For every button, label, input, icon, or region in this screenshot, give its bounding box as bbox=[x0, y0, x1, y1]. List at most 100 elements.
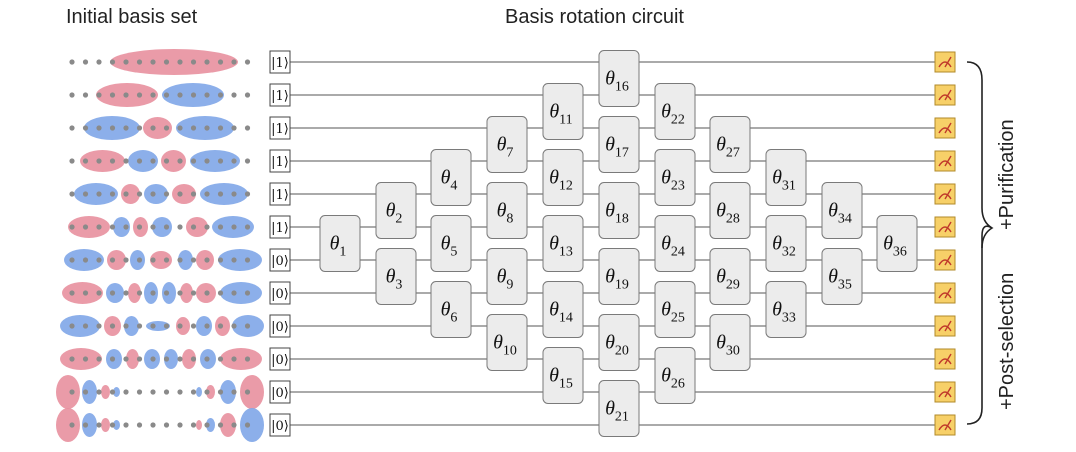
basis-orbital bbox=[69, 49, 251, 75]
gate-label: θ2 bbox=[386, 200, 403, 227]
rotation-gate: θ15 bbox=[542, 347, 584, 404]
gate-label: θ8 bbox=[497, 200, 514, 227]
gate-label: θ27 bbox=[716, 134, 740, 161]
input-ket: |1⟩ bbox=[269, 149, 291, 173]
rotation-gate: θ32 bbox=[765, 215, 807, 272]
ket-label: |1⟩ bbox=[271, 155, 289, 170]
gate-label: θ15 bbox=[549, 365, 573, 392]
ket-label: |0⟩ bbox=[271, 287, 289, 302]
input-ket: |1⟩ bbox=[269, 215, 291, 239]
gate-label: θ5 bbox=[441, 233, 458, 260]
gate-label: θ30 bbox=[716, 332, 740, 359]
rotation-gate: θ4 bbox=[430, 149, 472, 206]
ket-label: |1⟩ bbox=[271, 122, 289, 137]
rotation-gate: θ21 bbox=[598, 380, 640, 437]
rotation-gate: θ18 bbox=[598, 182, 640, 239]
basis-orbital bbox=[69, 116, 251, 140]
rotation-gate: θ10 bbox=[486, 314, 528, 371]
input-ket: |1⟩ bbox=[269, 83, 291, 107]
gate-label: θ10 bbox=[493, 332, 517, 359]
rotation-gate: θ24 bbox=[654, 215, 696, 272]
rotation-gate: θ35 bbox=[821, 248, 863, 305]
post-selection-brace bbox=[966, 225, 993, 425]
ket-label: |1⟩ bbox=[271, 56, 289, 71]
gate-label: θ23 bbox=[661, 167, 685, 194]
rotation-gate: θ30 bbox=[709, 314, 751, 371]
rotation-gate: θ36 bbox=[876, 215, 918, 272]
ket-label: |1⟩ bbox=[271, 221, 289, 236]
ket-label: |0⟩ bbox=[271, 386, 289, 401]
rotation-gate: θ2 bbox=[375, 182, 417, 239]
gate-label: θ6 bbox=[441, 299, 458, 326]
rotation-gate: θ17 bbox=[598, 116, 640, 173]
measurement-meter-icon bbox=[934, 282, 956, 304]
input-ket: |0⟩ bbox=[269, 347, 291, 371]
gate-label: θ11 bbox=[549, 101, 572, 128]
gate-label: θ34 bbox=[828, 200, 852, 227]
measurement-meter-icon bbox=[934, 249, 956, 271]
gate-label: θ3 bbox=[386, 266, 403, 293]
input-ket: |0⟩ bbox=[269, 413, 291, 437]
measurements bbox=[934, 51, 956, 436]
rotation-gate: θ14 bbox=[542, 281, 584, 338]
basis-orbital bbox=[56, 408, 264, 442]
basis-orbital bbox=[60, 315, 264, 337]
measurement-meter-icon bbox=[934, 117, 956, 139]
gate-label: θ31 bbox=[772, 167, 796, 194]
basis-orbital bbox=[62, 282, 262, 304]
ket-label: |1⟩ bbox=[271, 89, 289, 104]
rotation-gate: θ9 bbox=[486, 248, 528, 305]
ket-label: |0⟩ bbox=[271, 254, 289, 269]
rotation-gate: θ26 bbox=[654, 347, 696, 404]
rotation-gate: θ31 bbox=[765, 149, 807, 206]
gate-label: θ13 bbox=[549, 233, 573, 260]
measurement-meter-icon bbox=[934, 315, 956, 337]
ket-label: |0⟩ bbox=[271, 419, 289, 434]
gate-label: θ12 bbox=[549, 167, 573, 194]
input-ket: |0⟩ bbox=[269, 314, 291, 338]
rotation-gate: θ19 bbox=[598, 248, 640, 305]
gate-label: θ1 bbox=[330, 233, 347, 260]
rotation-gate: θ13 bbox=[542, 215, 584, 272]
rotation-gate: θ12 bbox=[542, 149, 584, 206]
rotation-gate: θ7 bbox=[486, 116, 528, 173]
gate-label: θ25 bbox=[661, 299, 685, 326]
rotation-gate: θ33 bbox=[765, 281, 807, 338]
basis-orbital bbox=[68, 216, 254, 238]
measurement-meter-icon bbox=[934, 414, 956, 436]
gate-label: θ7 bbox=[497, 134, 514, 161]
input-ket: |1⟩ bbox=[269, 116, 291, 140]
basis-orbital bbox=[64, 249, 262, 271]
gate-label: θ20 bbox=[605, 332, 629, 359]
gate-label: θ36 bbox=[883, 233, 907, 260]
rotation-gate: θ20 bbox=[598, 314, 640, 371]
rotation-gate: θ11 bbox=[542, 83, 584, 140]
gate-label: θ28 bbox=[716, 200, 740, 227]
gate-label: θ32 bbox=[772, 233, 796, 260]
gate-label: θ26 bbox=[661, 365, 685, 392]
input-ket: |1⟩ bbox=[269, 50, 291, 74]
basis-rotation-circuit-title: Basis rotation circuit bbox=[505, 6, 684, 28]
measurement-meter-icon bbox=[934, 51, 956, 73]
purification-brace bbox=[966, 61, 994, 249]
gate-label: θ4 bbox=[441, 167, 458, 194]
gate-label: θ16 bbox=[605, 68, 629, 95]
ket-label: |1⟩ bbox=[271, 188, 289, 203]
rotation-gate: θ3 bbox=[375, 248, 417, 305]
input-ket: |1⟩ bbox=[269, 182, 291, 206]
rotation-gate: θ22 bbox=[654, 83, 696, 140]
ket-label: |0⟩ bbox=[271, 353, 289, 368]
gate-label: θ22 bbox=[661, 101, 685, 128]
measurement-meter-icon bbox=[934, 216, 956, 238]
input-states: |1⟩ |1⟩ |1⟩ |1⟩ |1⟩ |1⟩ |0⟩ |0⟩ |0⟩ |0⟩ |0⟩ |0⟩ bbox=[269, 50, 291, 437]
rotation-gate: θ6 bbox=[430, 281, 472, 338]
gate-label: θ9 bbox=[497, 266, 514, 293]
gate-label: θ33 bbox=[772, 299, 796, 326]
basis-orbital bbox=[69, 150, 251, 172]
basis-orbital bbox=[69, 183, 251, 205]
purification-label: +Purification bbox=[996, 119, 1018, 230]
measurement-meter-icon bbox=[934, 381, 956, 403]
input-ket: |0⟩ bbox=[269, 248, 291, 272]
rotation-gates: θ1 θ2 θ3 θ4 θ5 θ6 θ7 θ8 θ9 θ10 θ11 θ12 θ13 θ14 θ15 θ16 θ… bbox=[319, 50, 918, 437]
register-brackets: +Purification +Post-selection bbox=[966, 61, 1018, 425]
